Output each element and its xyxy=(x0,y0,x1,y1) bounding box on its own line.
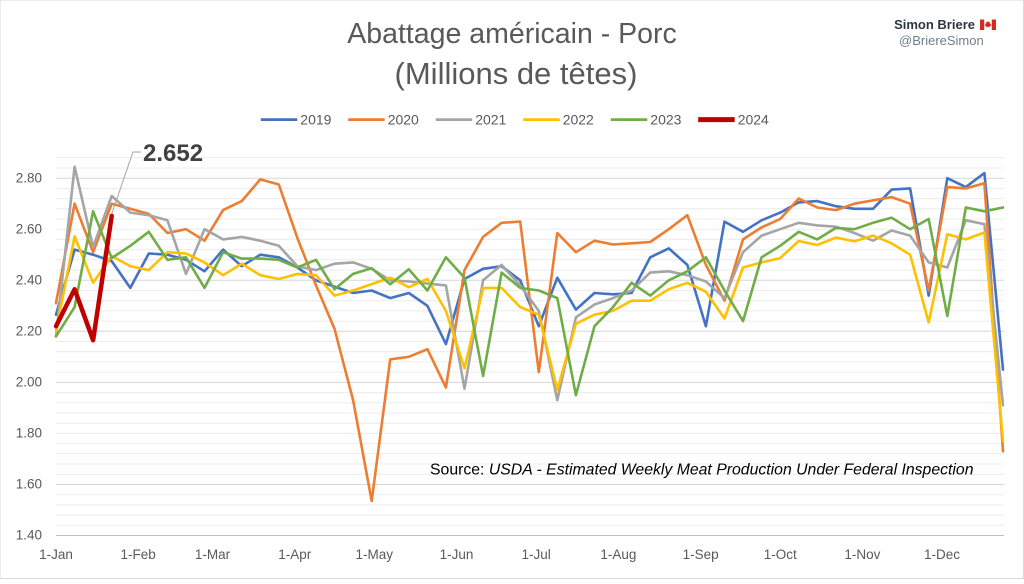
svg-text:2.00: 2.00 xyxy=(16,375,42,390)
svg-text:1.40: 1.40 xyxy=(16,528,42,543)
svg-text:2.40: 2.40 xyxy=(16,273,42,288)
svg-text:Abattage américain - Porc: Abattage américain - Porc xyxy=(347,18,677,50)
svg-text:1-May: 1-May xyxy=(356,547,394,562)
svg-text:2020: 2020 xyxy=(388,111,419,127)
svg-text:1-Feb: 1-Feb xyxy=(121,547,156,562)
svg-text:1.80: 1.80 xyxy=(16,426,42,441)
svg-text:Simon Briere: Simon Briere xyxy=(894,17,975,32)
svg-text:1-Nov: 1-Nov xyxy=(844,547,880,562)
svg-text:1-Mar: 1-Mar xyxy=(195,547,231,562)
svg-text:2024: 2024 xyxy=(738,111,769,127)
svg-text:@BriereSimon: @BriereSimon xyxy=(899,33,984,48)
svg-text:2023: 2023 xyxy=(650,111,681,127)
svg-text:1-Apr: 1-Apr xyxy=(278,547,312,562)
svg-text:1-Jun: 1-Jun xyxy=(440,547,474,562)
svg-text:2.60: 2.60 xyxy=(16,221,42,236)
svg-text:1-Jul: 1-Jul xyxy=(521,547,550,562)
svg-text:2.80: 2.80 xyxy=(16,170,42,185)
svg-text:1-Aug: 1-Aug xyxy=(600,547,636,562)
svg-text:2.652: 2.652 xyxy=(143,140,203,167)
svg-text:2022: 2022 xyxy=(563,111,594,127)
svg-text:2021: 2021 xyxy=(475,111,506,127)
svg-text:Source: USDA - Estimated Weekl: Source: USDA - Estimated Weekly Meat Pro… xyxy=(430,462,974,479)
svg-text:(Millions de têtes): (Millions de têtes) xyxy=(395,56,638,91)
svg-text:1-Dec: 1-Dec xyxy=(924,547,960,562)
svg-text:1.60: 1.60 xyxy=(16,477,42,492)
svg-text:2019: 2019 xyxy=(300,111,331,127)
svg-text:1-Oct: 1-Oct xyxy=(764,547,797,562)
svg-text:1-Sep: 1-Sep xyxy=(683,547,719,562)
svg-text:1-Jan: 1-Jan xyxy=(39,547,73,562)
svg-text:2.20: 2.20 xyxy=(16,324,42,339)
